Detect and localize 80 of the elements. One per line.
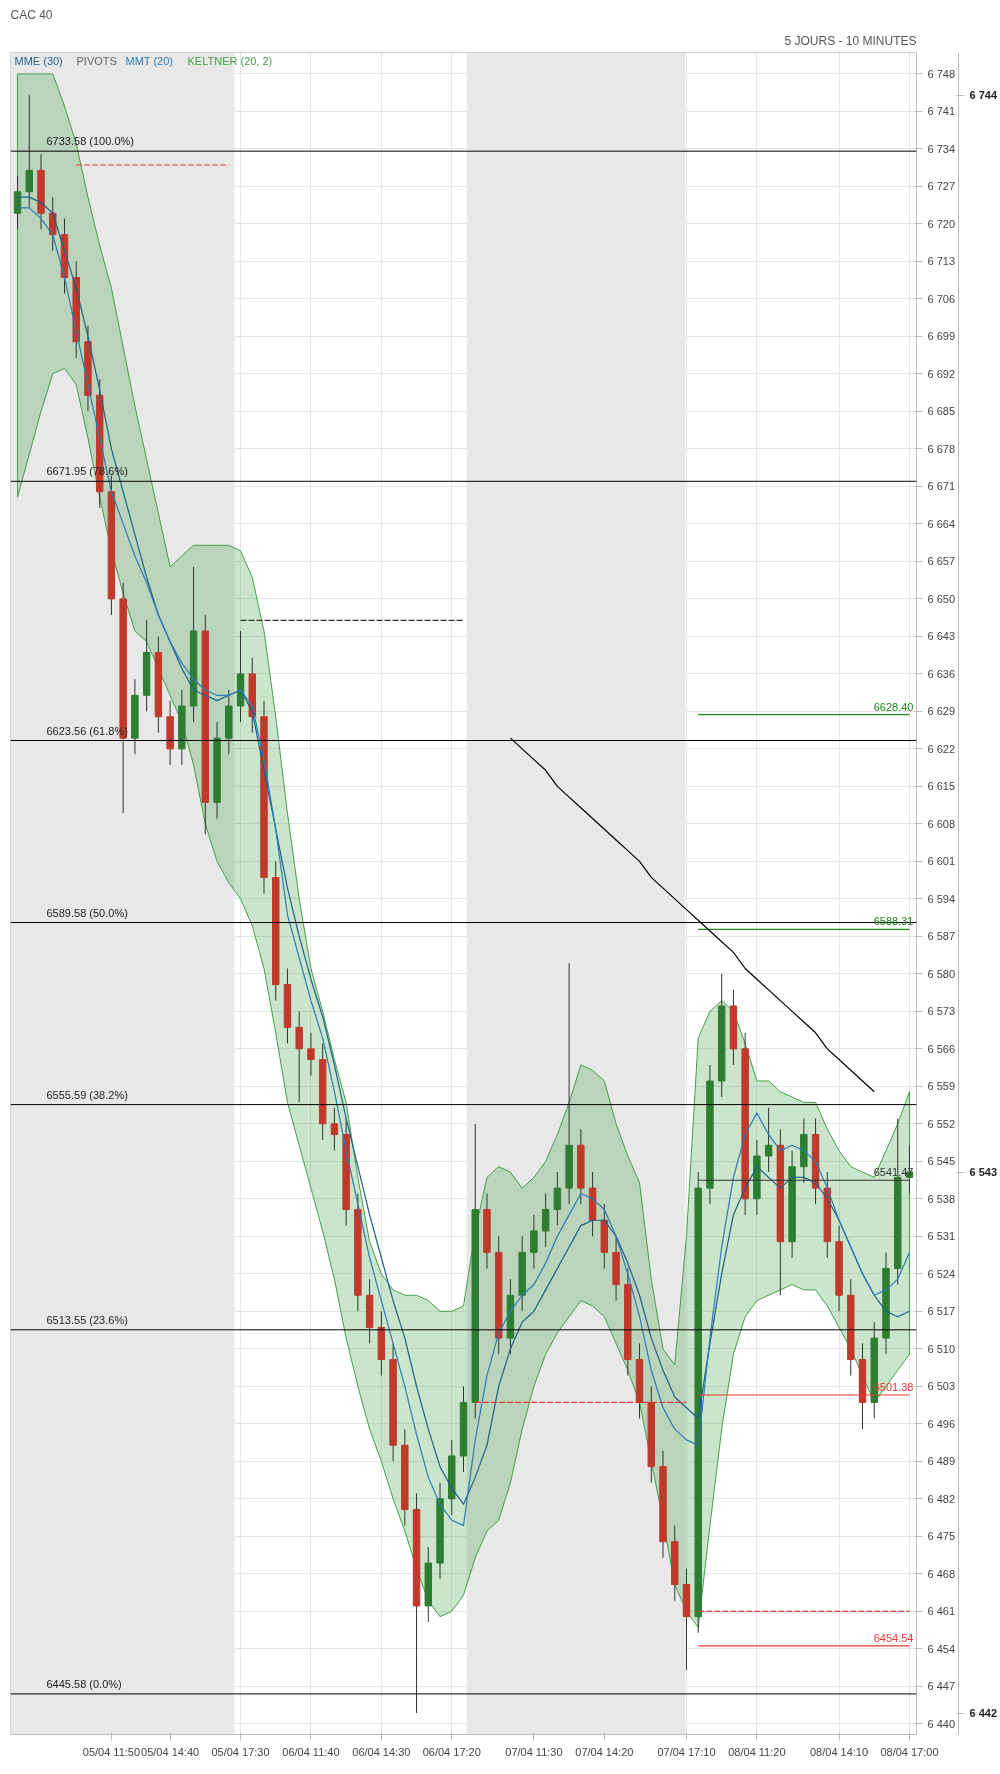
y-tick-label: 6 748 (927, 67, 956, 80)
chart-title: CAC 40 (10, 7, 53, 22)
y-tick-label: 6 636 (927, 667, 956, 680)
y-tick-label: 6 713 (927, 255, 956, 268)
candlestick (307, 1032, 315, 1077)
y-tick-label: 6 531 (927, 1230, 956, 1243)
text: 6 744 (969, 89, 998, 102)
candlestick (530, 1214, 538, 1269)
candlestick (541, 1192, 550, 1248)
y-tick-label: 6 545 (927, 1155, 956, 1168)
y-tick-label: 6 461 (927, 1605, 956, 1618)
y-tick-label: 6 573 (927, 1005, 956, 1018)
text: 6 442 (969, 1707, 998, 1720)
ref-line-label: 6733.58 (100.0%) (46, 135, 134, 148)
y-tick-label: 6 524 (927, 1267, 956, 1280)
y-tick-label: 6 657 (927, 555, 956, 568)
y-tick-label: 6 692 (927, 367, 956, 380)
y-tick-label: 6 559 (927, 1080, 956, 1093)
y-tick-label: 6 650 (927, 592, 956, 605)
y-tick-label: 6 538 (927, 1192, 956, 1205)
x-tick-label: 07/04 11:30 (505, 1745, 563, 1758)
y-tick-label: 6 720 (927, 217, 956, 230)
legend-label: KELTNER (20, 2) (187, 54, 273, 67)
candlestick (553, 1171, 562, 1227)
y-tick-label: 6 629 (927, 705, 956, 718)
y-tick-label: 6 482 (927, 1492, 956, 1505)
candlestick (330, 1107, 339, 1152)
x-tick-label: 07/04 14:20 (575, 1745, 634, 1758)
y-tick-label: 6 503 (927, 1380, 956, 1393)
y-tick-label: 6 678 (927, 442, 956, 455)
x-tick-label: 08/04 14:10 (809, 1745, 869, 1758)
x-tick-label: 05/04 11:50 (82, 1745, 141, 1758)
y-tick-label: 6 601 (927, 855, 956, 868)
y-tick-label: 6 643 (927, 630, 956, 643)
x-tick-label: 08/04 17:00 (880, 1745, 939, 1758)
y-tick-label: 6 517 (927, 1305, 956, 1318)
x-tick-label: 08/04 11:20 (728, 1745, 786, 1758)
text: 6 543 (969, 1166, 998, 1179)
y-tick-label: 6 447 (927, 1680, 956, 1693)
y-tick-label: 6 580 (927, 967, 956, 980)
y-tick-label: 6 440 (927, 1717, 956, 1730)
x-tick-label: 06/04 11:40 (282, 1745, 340, 1758)
y-tick-label: 6 468 (927, 1567, 956, 1580)
y-tick-label: 6 734 (927, 142, 956, 155)
y-tick-label: 6 706 (927, 292, 956, 305)
y-tick-label: 6 741 (927, 105, 956, 118)
series-label: 6454.54 (873, 1631, 914, 1644)
y-tick-label: 6 510 (927, 1342, 956, 1355)
ref-line-label: 6589.58 (50.0%) (46, 906, 128, 919)
ref-line-label: 6555.59 (38.2%) (46, 1088, 128, 1101)
x-tick-label: 06/04 17:20 (422, 1745, 481, 1758)
y-tick-label: 6 664 (927, 517, 956, 530)
y-tick-label: 6 622 (927, 742, 956, 755)
chart-subtitle: 5 JOURS - 10 MINUTES (784, 33, 917, 48)
y-tick-label: 6 615 (927, 780, 956, 793)
y-tick-label: 6 671 (927, 480, 956, 493)
text: MMT (20) (125, 54, 173, 67)
x-tick-label: 05/04 14:40 (141, 1745, 200, 1758)
text: MME (30) (14, 54, 63, 67)
y-tick-label: 6 475 (927, 1530, 956, 1543)
y-tick-label: 6 727 (927, 180, 956, 193)
candlestick (295, 1010, 303, 1103)
y-tick-label: 6 496 (927, 1417, 956, 1430)
x-tick-label: 06/04 14:30 (352, 1745, 411, 1758)
y-tick-label: 6 587 (927, 930, 956, 943)
y-tick-label: 6 699 (927, 330, 956, 343)
y-tick-label: 6 454 (927, 1642, 956, 1655)
ref-line-label: 6445.58 (0.0%) (46, 1677, 122, 1690)
y-tick-label: 6 594 (927, 892, 956, 905)
series-label: 6628.40 (873, 700, 914, 713)
y-tick-label: 6 685 (927, 405, 956, 418)
x-tick-label: 05/04 17:30 (211, 1745, 270, 1758)
y-tick-label: 6 566 (927, 1042, 956, 1055)
ref-line-label: 6513.55 (23.6%) (46, 1313, 128, 1326)
candlestick (764, 1107, 773, 1173)
y-tick-label: 6 489 (927, 1455, 956, 1468)
annotation: PIVOTS (76, 54, 117, 67)
y-tick-label: 6 608 (927, 817, 956, 830)
x-tick-label: 07/04 17:10 (657, 1745, 716, 1758)
y-tick-label: 6 552 (927, 1117, 956, 1130)
